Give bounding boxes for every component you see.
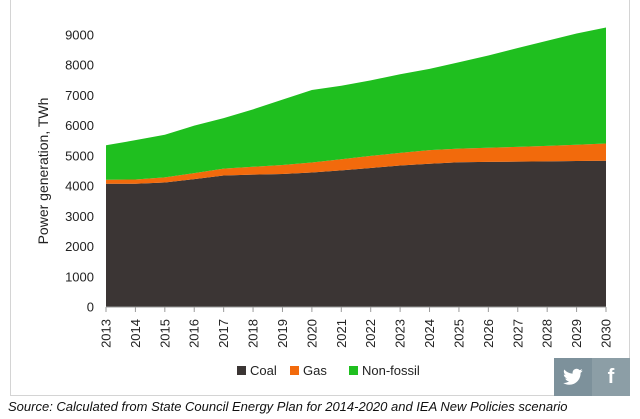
axes: 0 1000 2000 3000 4000 5000 6000 7000 8000 9000 201… <box>65 28 613 348</box>
legend-label: Gas <box>303 363 327 378</box>
x-tick-label: 2022 <box>363 319 378 348</box>
y-tick-label: 7000 <box>65 88 94 103</box>
x-tick-label: 2030 <box>599 319 614 348</box>
legend-label: Non-fossil <box>362 363 420 378</box>
stacked-area-chart: 0 1000 2000 3000 4000 5000 6000 7000 8000 9000 201… <box>35 27 614 378</box>
series-areas <box>106 27 606 307</box>
x-tick-label: 2025 <box>451 319 466 348</box>
legend: Coal Gas Non-fossil <box>237 363 420 378</box>
y-tick-label: 8000 <box>65 58 94 73</box>
x-tick-label: 2021 <box>334 319 349 348</box>
facebook-icon: f <box>607 365 615 388</box>
y-tick-label: 6000 <box>65 118 94 133</box>
x-tick-label: 2015 <box>157 319 172 348</box>
area-gas <box>106 143 606 184</box>
y-tick-label: 4000 <box>65 179 94 194</box>
x-tick-label: 2027 <box>510 319 525 348</box>
x-tick-label: 2018 <box>246 319 261 348</box>
legend-swatch <box>349 366 358 375</box>
x-tick-label: 2023 <box>393 319 408 348</box>
area-coal <box>106 160 606 307</box>
legend-swatch <box>237 366 246 375</box>
x-tick-label: 2028 <box>540 319 555 348</box>
y-tick-label: 0 <box>87 300 94 315</box>
facebook-share-button[interactable]: f <box>592 358 630 396</box>
y-axis-title: Power generation, TWh <box>35 98 51 245</box>
y-tick-label: 1000 <box>65 269 94 284</box>
twitter-share-button[interactable] <box>554 358 592 396</box>
y-tick-label: 3000 <box>65 209 94 224</box>
legend-label: Coal <box>250 363 277 378</box>
x-tick-label: 2013 <box>99 319 114 348</box>
y-tick-label: 9000 <box>65 28 94 43</box>
x-tick-label: 2019 <box>275 319 290 348</box>
x-tick-label: 2020 <box>304 319 319 348</box>
x-tick-label: 2017 <box>216 319 231 348</box>
area-non-fossil <box>106 27 606 180</box>
y-tick-label: 2000 <box>65 239 94 254</box>
legend-swatch <box>290 366 299 375</box>
x-tick-label: 2014 <box>128 319 143 348</box>
source-note: Source: Calculated from State Council En… <box>8 399 568 414</box>
x-tick-label: 2016 <box>187 319 202 348</box>
x-tick-label: 2029 <box>569 319 584 348</box>
y-tick-label: 5000 <box>65 148 94 163</box>
twitter-icon <box>563 368 583 385</box>
x-tick-label: 2026 <box>481 319 496 348</box>
x-tick-label: 2024 <box>422 319 437 348</box>
